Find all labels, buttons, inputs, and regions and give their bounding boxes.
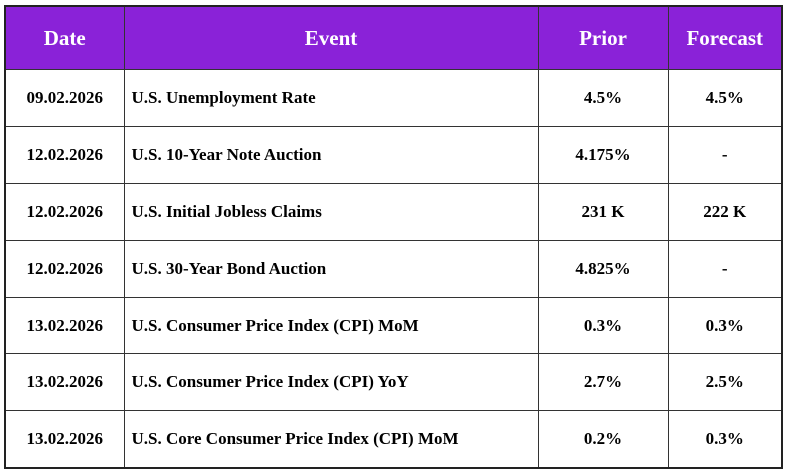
table-cell: 12.02.2026 [4,182,125,241]
table-row: 13.02.2026 U.S. Consumer Price Index (CPI… [4,353,783,412]
table-row: 09.02.2026 U.S. Unemployment Rate 4.5% 4.5% [4,69,783,127]
table-cell: U.S. Consumer Price Index (CPI) MoM [123,296,539,355]
table-cell: U.S. Consumer Price Index (CPI) YoY [123,353,539,412]
table-row: 13.02.2026 U.S. Core Consumer Price Index… [4,410,783,469]
table-body: 09.02.2026 U.S. Unemployment Rate 4.5% 4.5%… [4,69,783,469]
table-cell: - [667,239,783,298]
table-cell: 2.7% [537,353,669,412]
table-row: 13.02.2026 U.S. Consumer Price Index (CPI… [4,296,783,355]
table-cell: 2.5% [667,353,783,412]
header-cell: Prior [537,5,669,70]
table-cell: 12.02.2026 [4,239,125,298]
table-cell: 4.825% [537,239,669,298]
calendar-table: Date Event Prior Forecast 09.02.2026 U.S. Un… [4,5,783,470]
table-cell: 231 K [537,182,669,241]
table-cell: 13.02.2026 [4,296,125,355]
table-cell: 0.3% [667,410,783,469]
header-cell: Date [4,5,125,70]
table-row: 12.02.2026 U.S. Initial Jobless Claims 231… [4,182,783,241]
table-cell: 13.02.2026 [4,353,125,412]
table-cell: 0.3% [537,296,669,355]
table-cell: 0.3% [667,296,783,355]
header-cell: Event [123,5,539,70]
table-cell: 12.02.2026 [4,125,125,184]
table-cell: - [667,125,783,184]
table-cell: U.S. Initial Jobless Claims [123,182,539,241]
table-cell: 222 K [667,182,783,241]
table-cell: U.S. Core Consumer Price Index (CPI) MoM [123,410,539,469]
table-row: 12.02.2026 U.S. 30-Year Bond Auction 4.825… [4,239,783,298]
table-cell: 4.175% [537,125,669,184]
table-cell: 09.02.2026 [4,69,125,127]
table-cell: 4.5% [667,69,783,127]
header-row: Date Event Prior Forecast [4,5,783,70]
table-cell: 0.2% [537,410,669,469]
table-cell: U.S. Unemployment Rate [123,69,539,127]
table-wrapper: Date Event Prior Forecast 09.02.2026 U.S. Un… [4,5,783,470]
table-cell: U.S. 30-Year Bond Auction [123,239,539,298]
table-cell: 13.02.2026 [4,410,125,469]
header-cell: Forecast [667,5,783,70]
table-row: 12.02.2026 U.S. 10-Year Note Auction 4.175… [4,125,783,184]
table-cell: U.S. 10-Year Note Auction [123,125,539,184]
table-cell: 4.5% [537,69,669,127]
